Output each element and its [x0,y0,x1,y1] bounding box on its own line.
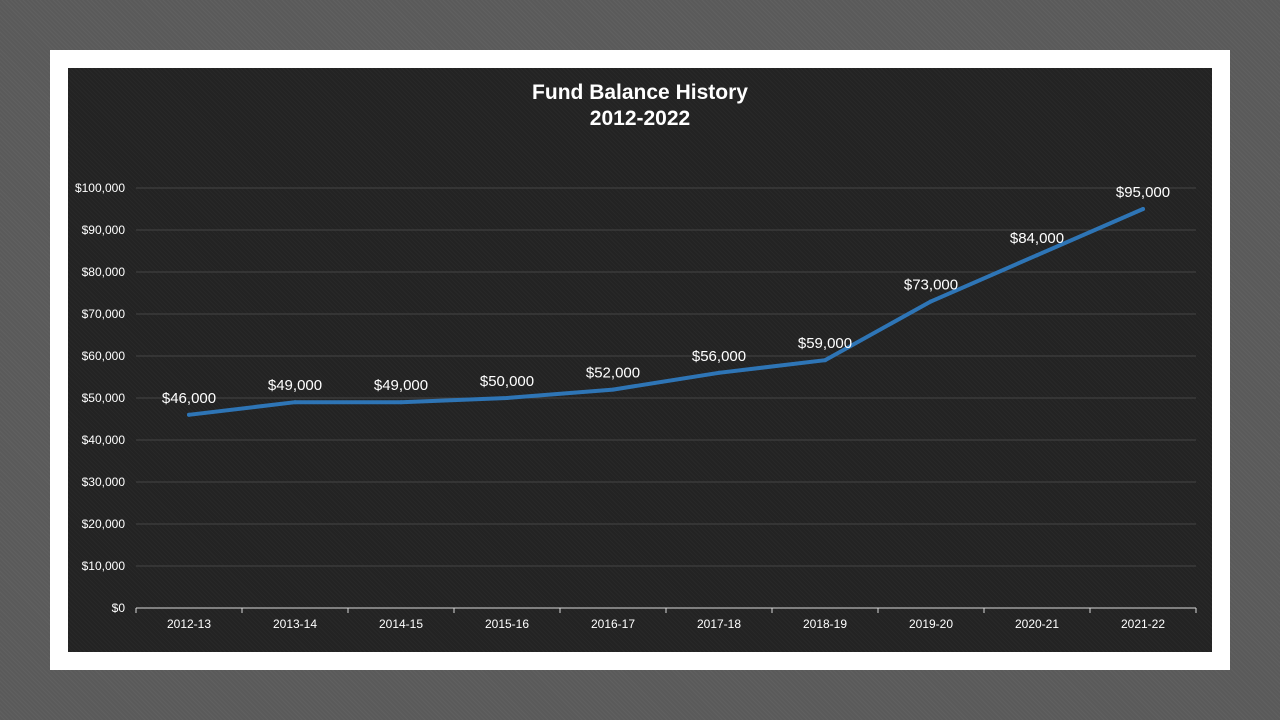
data-label: $59,000 [798,335,852,352]
y-tick-label: $60,000 [82,349,126,363]
chart-title-sub: 2012-2022 [589,107,691,130]
chart-title: Fund Balance History 2012-2022 [68,80,1212,132]
gridlines [136,187,1196,567]
y-tick-label: $40,000 [82,433,126,447]
x-tick-label: 2012-13 [167,617,211,631]
y-tick-label: $80,000 [82,265,126,279]
x-tick-label: 2014-15 [379,617,423,631]
data-point [1035,253,1039,258]
data-label: $73,000 [904,276,958,293]
data-point [293,400,297,405]
x-tick-label: 2018-19 [803,617,847,631]
data-point [717,370,721,375]
line-chart: $0 $10,000 $20,000 $30,000 $40,000 $50,000 $60… [75,181,1197,631]
x-tick-label: 2017-18 [697,617,741,631]
x-tick-label: 2021-22 [1121,617,1165,631]
y-tick-label: $10,000 [82,559,126,573]
data-point [611,387,615,392]
data-label: $95,000 [1116,184,1170,201]
data-label: $46,000 [162,390,216,407]
y-tick-label: $90,000 [82,223,126,237]
x-axis [135,607,1197,613]
data-label: $52,000 [586,365,640,382]
data-point [187,412,191,417]
y-tick-label: $20,000 [82,517,126,531]
data-label: $50,000 [480,373,534,390]
data-point [505,396,509,400]
y-axis-labels: $0 $10,000 $20,000 $30,000 $40,000 $50,000 $60… [75,181,125,615]
x-tick-label: 2015-16 [485,617,529,631]
data-point [823,358,827,363]
chart-title-main: Fund Balance History [532,81,748,104]
chart-frame: Fund Balance History 2012-2022 $0 $10,000… [50,50,1230,670]
y-tick-label: $30,000 [82,475,126,489]
data-point [1141,207,1145,211]
y-tick-label: $70,000 [82,307,126,321]
y-tick-label: $0 [112,601,126,615]
x-axis-labels: 2012-13 2013-14 2014-15 2015-16 2016-17 2017-… [167,617,1165,631]
data-point [929,299,933,304]
series-layer [187,207,1145,417]
chart-area: Fund Balance History 2012-2022 $0 $10,000… [68,68,1212,652]
x-tick-label: 2013-14 [273,617,317,631]
x-tick-label: 2019-20 [909,617,953,631]
series-line [187,207,1145,417]
data-label: $56,000 [692,348,746,365]
data-labels: $46,000 $49,000 $49,000 $50,000 $52,000 $56,0… [162,184,1170,407]
data-label: $49,000 [374,377,428,394]
y-tick-label: $50,000 [82,391,126,405]
data-point [399,400,403,405]
x-tick-label: 2016-17 [591,617,635,631]
x-tick-label: 2020-21 [1015,617,1059,631]
data-label: $84,000 [1010,230,1064,247]
data-label: $49,000 [268,377,322,394]
y-tick-label: $100,000 [75,181,125,195]
